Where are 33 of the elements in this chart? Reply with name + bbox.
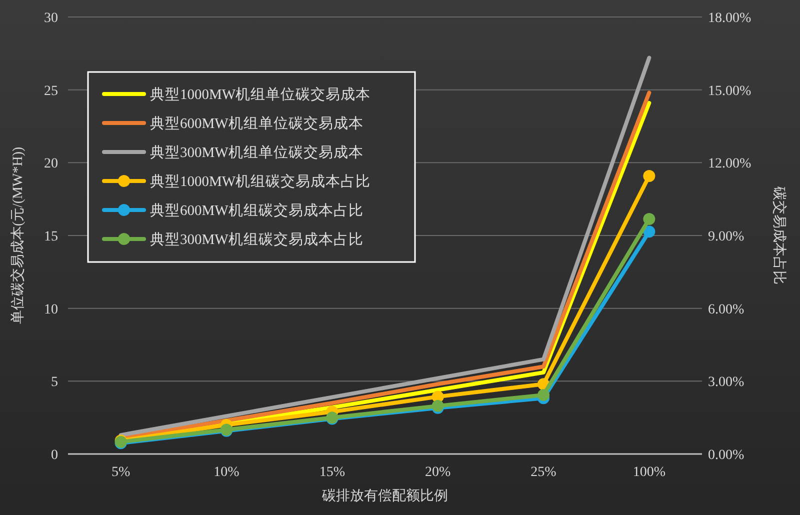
y-tick-label: 0 bbox=[51, 448, 58, 463]
x-tick-label: 20% bbox=[424, 465, 451, 480]
y-tick-label: 10 bbox=[44, 302, 58, 318]
y-axis-title: 单位碳交易成本(元/(MW*H)) bbox=[10, 146, 26, 324]
legend-label: 典型300MW机组碳交易成本占比 bbox=[150, 231, 364, 248]
x-tick-label: 10% bbox=[214, 465, 240, 480]
y-tick-label: 30 bbox=[44, 11, 58, 26]
point bbox=[643, 170, 656, 182]
x-axis-title: 碳排放有偿配额比例 bbox=[321, 488, 448, 504]
x-tick-label: 5% bbox=[111, 465, 130, 480]
y2-tick-label: 15.00% bbox=[708, 84, 752, 99]
y2-tick-label: 12.00% bbox=[708, 156, 752, 172]
y-tick-label: 5 bbox=[51, 375, 58, 390]
legend-label: 典型600MW机组单位碳交易成本 bbox=[150, 115, 364, 132]
y2-tick-label: 0.00% bbox=[708, 448, 744, 463]
legend-label: 典型300MW机组单位碳交易成本 bbox=[150, 144, 364, 161]
x-tick-label: 25% bbox=[530, 465, 557, 480]
y2-tick-label: 9.00% bbox=[708, 230, 744, 244]
x-tick-label: 15% bbox=[319, 465, 346, 480]
y2-tick-label: 18.00% bbox=[708, 11, 752, 26]
y2-tick-label: 6.00% bbox=[708, 302, 744, 318]
y-tick-label: 15 bbox=[44, 230, 58, 244]
legend-label: 典型1000MW机组碳交易成本占比 bbox=[150, 173, 371, 190]
point bbox=[643, 212, 656, 225]
legend-label: 典型600MW机组碳交易成本占比 bbox=[150, 202, 364, 219]
point bbox=[538, 389, 550, 402]
y2-axis-title: 碳交易成本占比 bbox=[771, 186, 787, 284]
y-tick-label: 20 bbox=[44, 156, 58, 172]
point bbox=[643, 226, 656, 238]
x-tick-label: 100% bbox=[632, 465, 666, 480]
y2-tick-label: 3.00% bbox=[708, 375, 744, 390]
y-tick-label: 25 bbox=[44, 84, 58, 99]
legend-label: 典型1000MW机组单位碳交易成本 bbox=[150, 86, 371, 103]
